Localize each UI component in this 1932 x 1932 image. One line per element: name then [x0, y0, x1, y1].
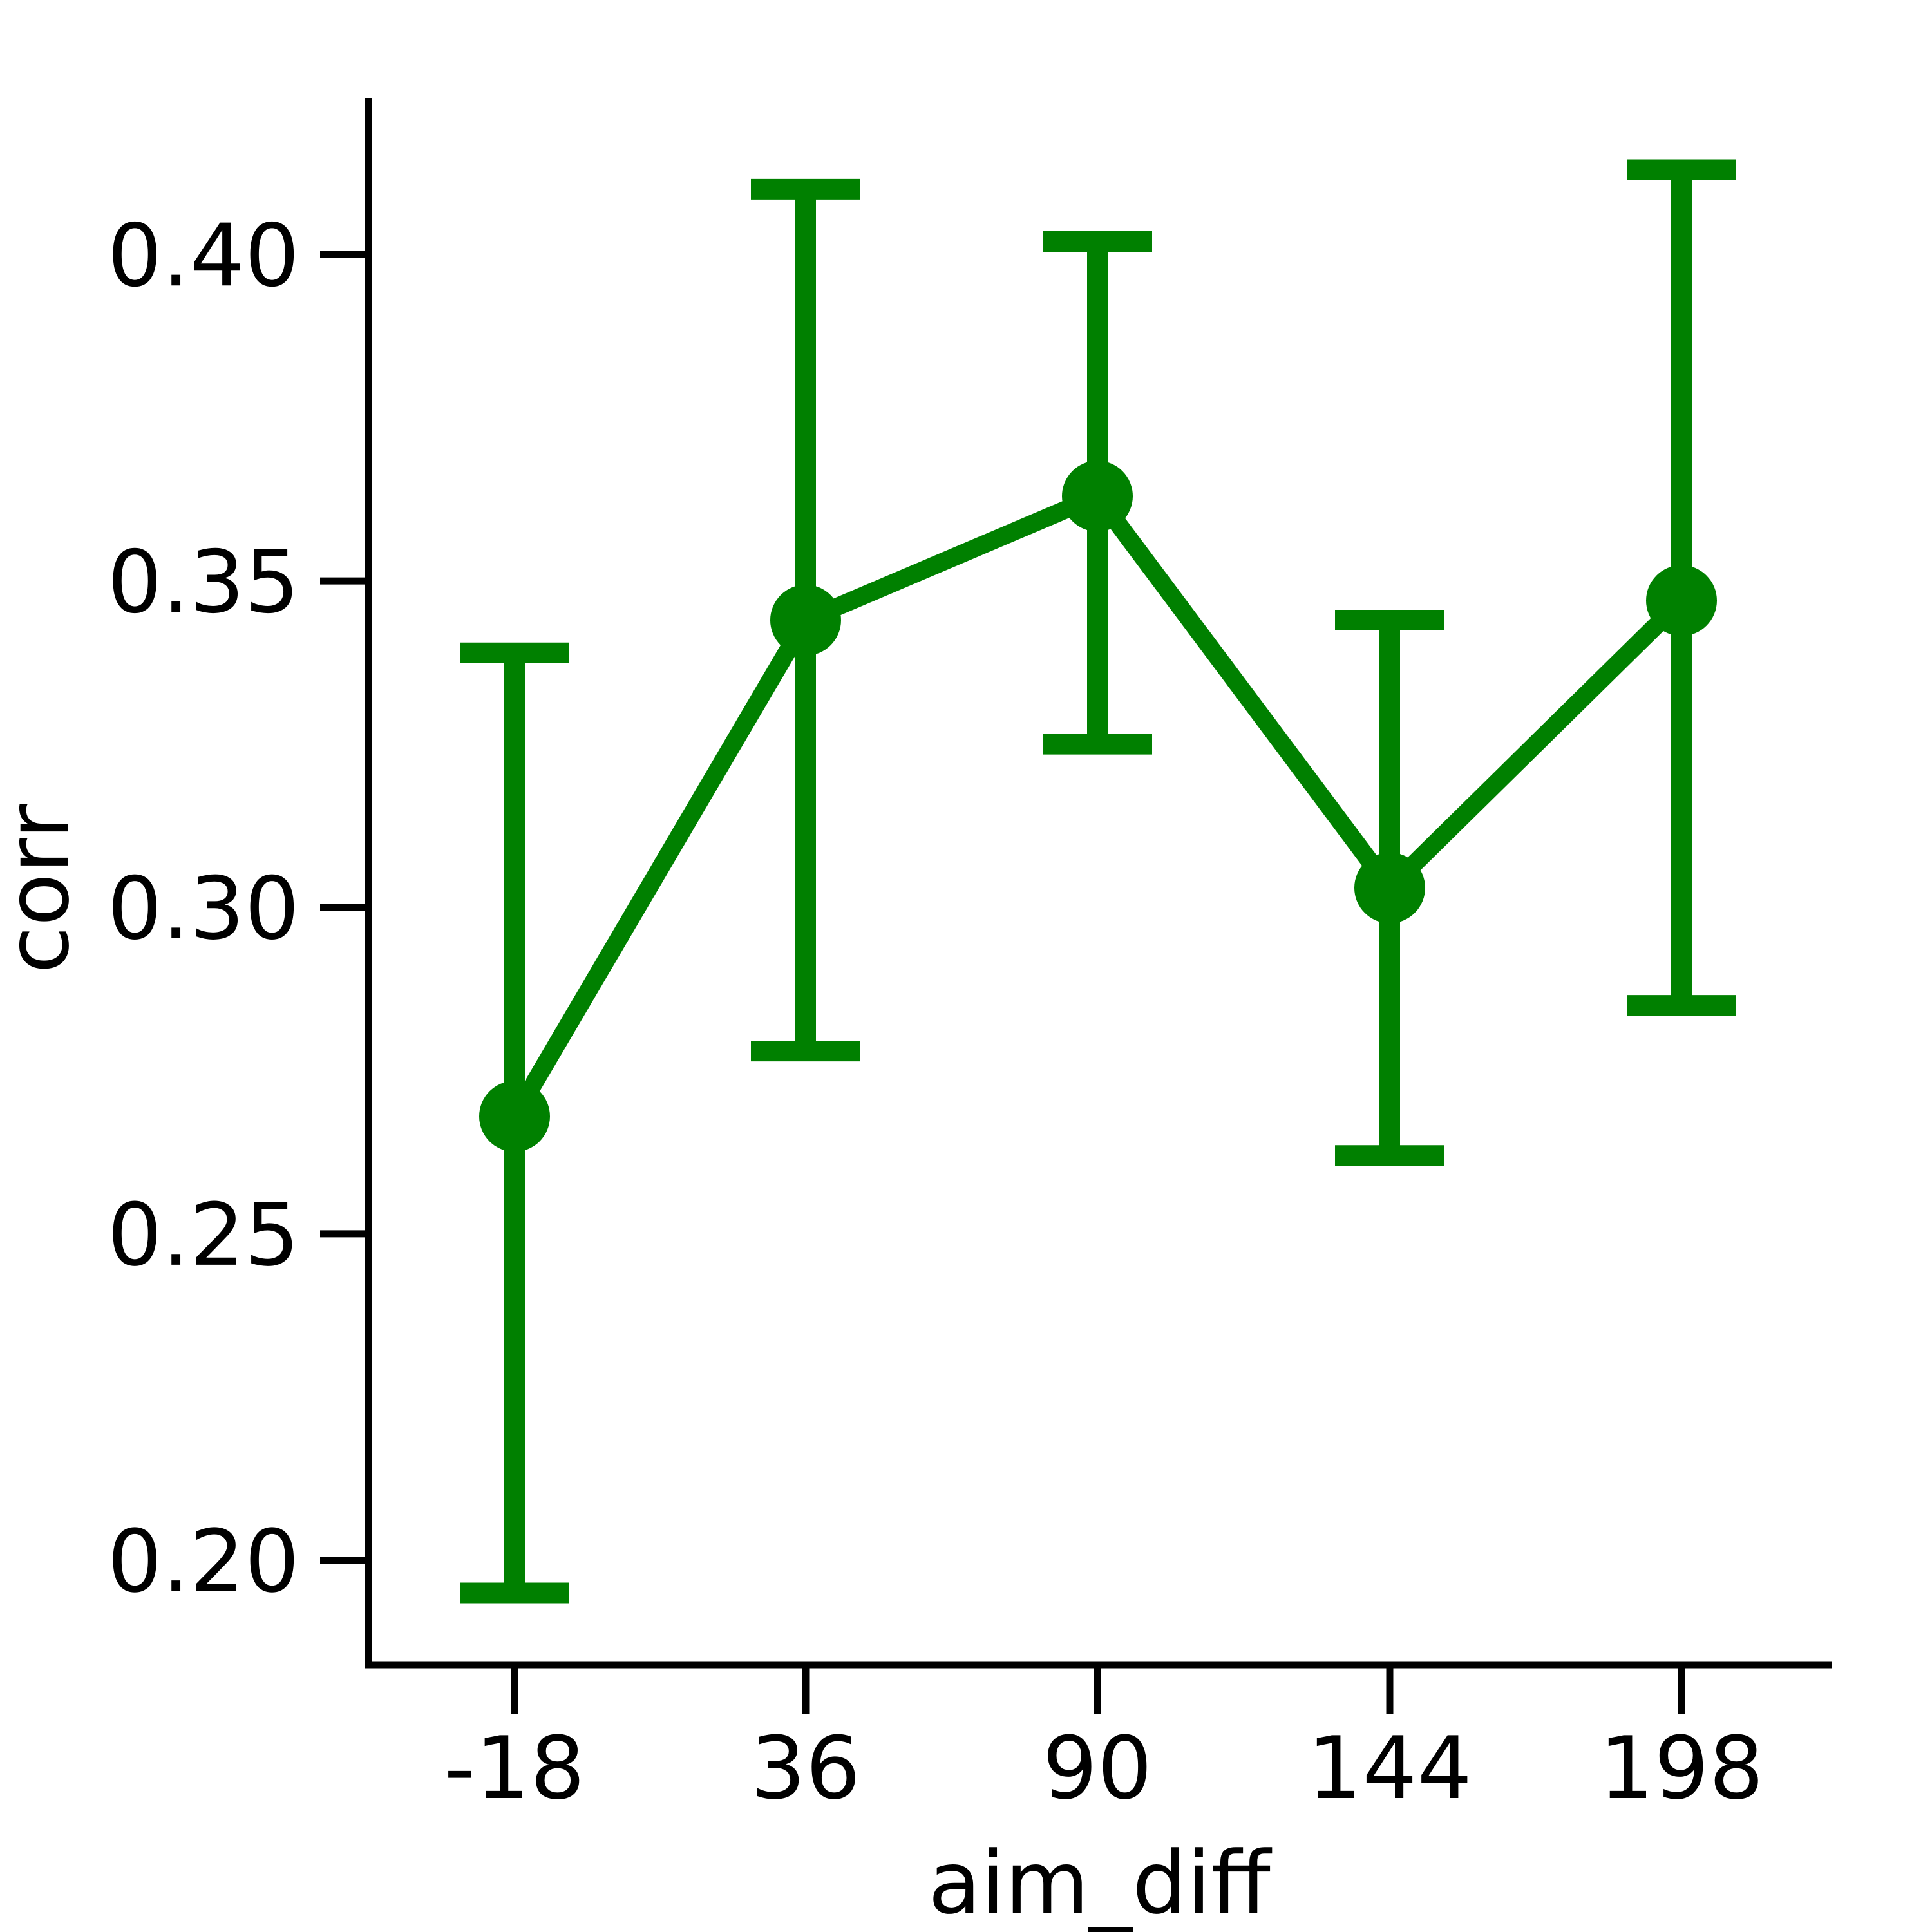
y-tick-label: 0.30	[108, 858, 299, 959]
data-point	[1062, 460, 1133, 532]
data-point	[1646, 565, 1717, 636]
y-tick-label: 0.25	[108, 1185, 299, 1285]
x-axis-label: aim_diff	[928, 1833, 1272, 1932]
x-tick-label: -18	[444, 1718, 585, 1819]
y-axis-ticks: 0.20 0.25 0.30 0.35 0.40	[108, 205, 368, 1612]
data-point	[479, 1081, 550, 1152]
y-tick-label: 0.20	[108, 1511, 299, 1612]
y-axis-label: corr	[0, 803, 88, 973]
x-tick-label: 90	[1043, 1718, 1153, 1819]
x-tick-label: 198	[1599, 1718, 1764, 1819]
x-axis-ticks: -18 36 90 144 198	[444, 1665, 1764, 1819]
y-tick-label: 0.35	[108, 532, 299, 632]
series-group	[460, 159, 1736, 1604]
x-tick-label: 144	[1307, 1718, 1472, 1819]
y-tick-label: 0.40	[108, 205, 299, 306]
data-point	[1354, 852, 1425, 923]
data-point	[770, 585, 841, 656]
x-tick-label: 36	[751, 1718, 861, 1819]
